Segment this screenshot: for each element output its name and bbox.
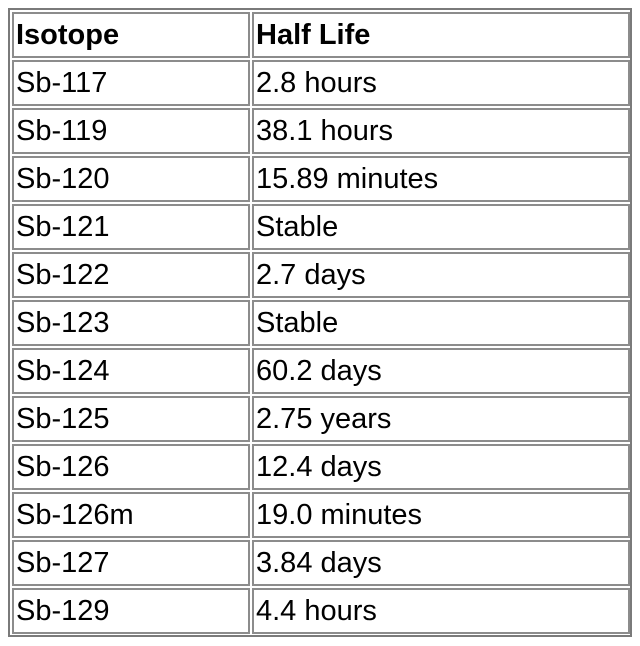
isotope-cell: Sb-129 bbox=[12, 588, 250, 634]
isotope-cell: Sb-126 bbox=[12, 444, 250, 490]
isotope-table-frame: Isotope Half Life Sb-117 2.8 hours Sb-11… bbox=[8, 8, 632, 637]
isotope-cell: Sb-120 bbox=[12, 156, 250, 202]
half-life-cell: 12.4 days bbox=[252, 444, 630, 490]
isotope-cell: Sb-123 bbox=[12, 300, 250, 346]
isotope-cell: Sb-119 bbox=[12, 108, 250, 154]
table-row: Sb-125 2.75 years bbox=[12, 396, 630, 442]
isotope-cell: Sb-117 bbox=[12, 60, 250, 106]
header-half-life: Half Life bbox=[252, 12, 630, 58]
isotope-cell: Sb-121 bbox=[12, 204, 250, 250]
half-life-cell: 2.75 years bbox=[252, 396, 630, 442]
half-life-cell: 19.0 minutes bbox=[252, 492, 630, 538]
table-row: Sb-124 60.2 days bbox=[12, 348, 630, 394]
half-life-cell: 4.4 hours bbox=[252, 588, 630, 634]
table-header-row: Isotope Half Life bbox=[12, 12, 630, 58]
table-row: Sb-129 4.4 hours bbox=[12, 588, 630, 634]
table-row: Sb-126m 19.0 minutes bbox=[12, 492, 630, 538]
table-row: Sb-117 2.8 hours bbox=[12, 60, 630, 106]
isotope-cell: Sb-126m bbox=[12, 492, 250, 538]
table-row: Sb-126 12.4 days bbox=[12, 444, 630, 490]
half-life-cell: 3.84 days bbox=[252, 540, 630, 586]
table-row: Sb-123 Stable bbox=[12, 300, 630, 346]
isotope-cell: Sb-127 bbox=[12, 540, 250, 586]
half-life-cell: 2.8 hours bbox=[252, 60, 630, 106]
isotope-cell: Sb-124 bbox=[12, 348, 250, 394]
half-life-cell: 15.89 minutes bbox=[252, 156, 630, 202]
table-row: Sb-122 2.7 days bbox=[12, 252, 630, 298]
half-life-cell: 60.2 days bbox=[252, 348, 630, 394]
table-row: Sb-120 15.89 minutes bbox=[12, 156, 630, 202]
table-row: Sb-127 3.84 days bbox=[12, 540, 630, 586]
isotope-cell: Sb-125 bbox=[12, 396, 250, 442]
isotope-table: Isotope Half Life Sb-117 2.8 hours Sb-11… bbox=[10, 10, 632, 636]
half-life-cell: 2.7 days bbox=[252, 252, 630, 298]
half-life-cell: Stable bbox=[252, 204, 630, 250]
half-life-cell: 38.1 hours bbox=[252, 108, 630, 154]
isotope-cell: Sb-122 bbox=[12, 252, 250, 298]
table-row: Sb-119 38.1 hours bbox=[12, 108, 630, 154]
table-row: Sb-121 Stable bbox=[12, 204, 630, 250]
half-life-cell: Stable bbox=[252, 300, 630, 346]
header-isotope: Isotope bbox=[12, 12, 250, 58]
